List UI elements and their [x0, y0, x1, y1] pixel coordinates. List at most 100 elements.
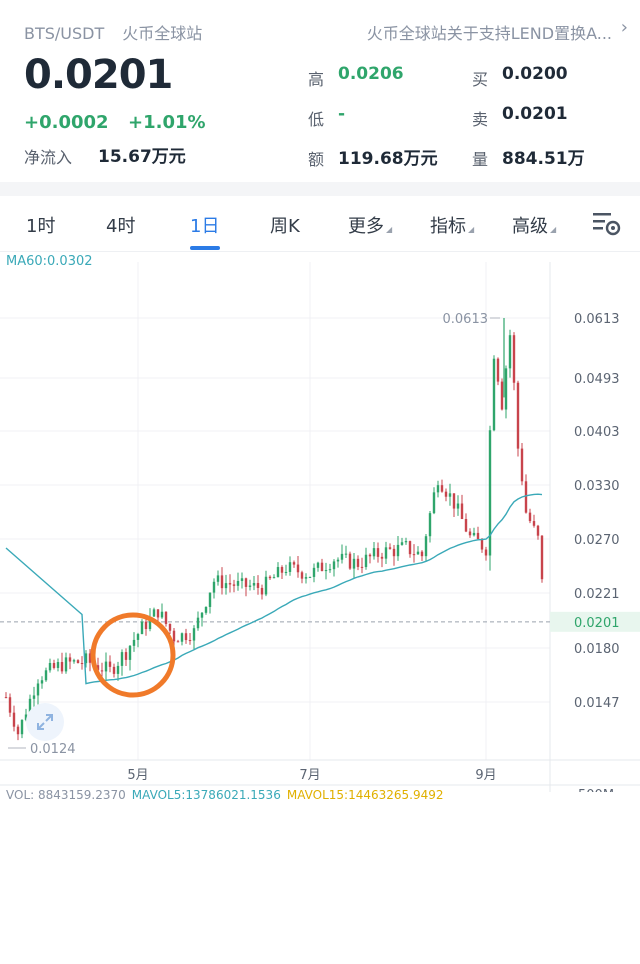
candle-body — [324, 570, 328, 572]
tab-label: 指标 — [430, 216, 466, 237]
dropdown-triangle-icon: ◢ — [468, 225, 475, 234]
chart-settings-icon[interactable] — [592, 210, 622, 238]
candle-body — [76, 660, 80, 664]
mavol5-value: MAVOL5:13786021.1536 — [131, 788, 281, 802]
y-tick-label: 0.0221 — [574, 587, 620, 602]
candle-body — [240, 578, 244, 581]
tab-1d[interactable]: 1日 — [190, 212, 219, 238]
x-tick-label: 7月 — [299, 768, 320, 783]
candle-body — [460, 503, 464, 519]
volume-y-tick-label: 500M — [578, 788, 614, 792]
candle-body — [292, 562, 296, 565]
candle-body — [424, 536, 428, 557]
candle-body — [364, 554, 368, 568]
tab-label: 1日 — [190, 216, 220, 237]
price-change-percent: +1.01% — [128, 112, 206, 133]
candle-body — [504, 368, 508, 410]
candle-body — [284, 571, 288, 573]
x-tick-label: 5月 — [127, 768, 148, 783]
candle-body — [464, 518, 468, 532]
current-price-tag: 0.0201 — [574, 616, 620, 631]
candle-body — [152, 609, 156, 617]
volume-value: 884.51万 — [502, 149, 585, 169]
candle-body — [536, 525, 540, 536]
x-tick-label: 9月 — [475, 768, 496, 783]
candle-body — [4, 697, 8, 699]
candle-body — [156, 609, 160, 618]
y-tick-label: 0.0493 — [574, 372, 620, 387]
candle-body — [432, 492, 436, 514]
candle-body — [348, 553, 352, 569]
candle-body — [208, 592, 212, 607]
trading-pair[interactable]: BTS/USDT 火币全球站 — [24, 20, 202, 44]
tab-label: 更多 — [348, 216, 384, 237]
candle-body — [96, 665, 100, 671]
sell-value: 0.0201 — [502, 104, 568, 124]
candle-body — [300, 572, 304, 579]
amount-label: 额 — [308, 150, 325, 169]
candle-body — [304, 577, 308, 579]
candle-body — [184, 633, 188, 641]
candle-body — [372, 548, 376, 557]
tab-indicators[interactable]: 指标 ◢ — [430, 212, 474, 238]
buy-value: 0.0200 — [502, 64, 568, 84]
candle-body — [448, 493, 452, 497]
candle-body — [56, 662, 60, 668]
candle-body — [332, 561, 336, 570]
candle-body — [68, 657, 72, 662]
y-tick-label: 0.0180 — [574, 642, 620, 657]
candle-body — [248, 585, 252, 587]
tab-label: 1时 — [26, 216, 56, 237]
candle-body — [476, 532, 480, 540]
candle-body — [104, 661, 108, 672]
high-value: 0.0206 — [338, 64, 404, 84]
candle-body — [484, 549, 488, 556]
low-value: - — [338, 104, 346, 124]
candle-body — [492, 358, 496, 431]
candle-body — [148, 616, 152, 630]
candle-body — [128, 645, 132, 660]
candle-body — [392, 548, 396, 557]
candle-body — [8, 697, 12, 713]
candle-body — [36, 683, 40, 696]
candle-body — [144, 621, 148, 630]
dropdown-triangle-icon: ◢ — [550, 225, 557, 234]
candlestick-chart[interactable]: 0.0613 0.0493 0.0403 0.0330 0.0270 0.0221 0.01… — [0, 252, 640, 792]
candle-body — [48, 662, 52, 671]
candle-body — [232, 584, 236, 586]
candle-body — [480, 539, 484, 550]
active-tab-indicator — [190, 246, 220, 250]
last-price: 0.0201 — [24, 52, 173, 98]
candle-body — [52, 662, 56, 668]
announcement-link[interactable]: 火币全球站关于支持LEND置换A... — [366, 24, 612, 43]
candle-body — [252, 582, 256, 586]
candle-body — [24, 714, 28, 720]
chevron-right-icon[interactable]: › — [620, 17, 628, 38]
candle-body — [112, 666, 116, 674]
candle-body — [268, 576, 272, 579]
candle-body — [488, 430, 492, 556]
candle-body — [20, 719, 24, 735]
candle-body — [312, 567, 316, 577]
candle-body — [160, 611, 164, 618]
candle-body — [256, 582, 260, 588]
candle-body — [16, 726, 20, 735]
tab-1h[interactable]: 1时 — [26, 212, 55, 238]
vol-value: VOL: 8843159.2370 — [6, 788, 126, 802]
net-inflow-label: 净流入 — [24, 148, 73, 167]
candle-body — [316, 562, 320, 568]
candle-body — [440, 485, 444, 492]
sell-label: 卖 — [472, 110, 489, 129]
candle-body — [516, 382, 520, 449]
candle-body — [508, 335, 512, 369]
tab-weekly[interactable]: 周K — [270, 212, 300, 238]
tab-4h[interactable]: 4时 — [106, 212, 135, 238]
expand-icon[interactable] — [26, 703, 64, 741]
tab-more[interactable]: 更多 ◢ — [348, 212, 392, 238]
candle-body — [204, 606, 208, 613]
tab-advanced[interactable]: 高级 ◢ — [512, 212, 556, 238]
tab-label: 周K — [270, 216, 300, 237]
candle-body — [176, 641, 180, 643]
candle-body — [172, 630, 176, 642]
net-inflow-value: 15.67万元 — [98, 147, 186, 167]
